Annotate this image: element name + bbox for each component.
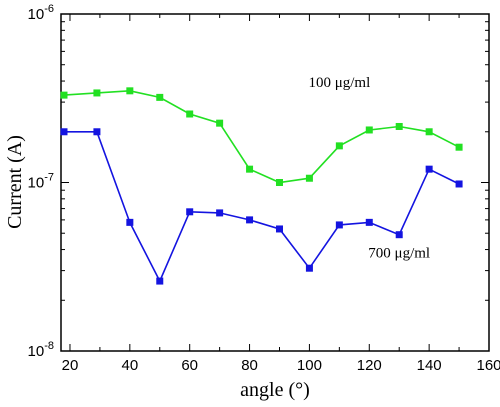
x-tick-label: 80	[241, 357, 258, 374]
data-point	[216, 119, 224, 127]
data-point	[93, 128, 101, 136]
data-point	[305, 264, 313, 272]
series-line	[64, 131, 460, 283]
series-label: 700 μg/ml	[368, 245, 430, 261]
data-point	[93, 89, 101, 97]
data-point	[335, 221, 343, 229]
y-axis-title: Current (A)	[4, 135, 26, 229]
data-point	[216, 209, 224, 217]
data-point	[156, 93, 164, 101]
x-tick-label: 100	[297, 357, 322, 374]
data-point	[275, 225, 283, 233]
x-tick-label: 60	[181, 357, 198, 374]
series-layer	[60, 87, 463, 285]
data-point	[246, 216, 254, 224]
data-point	[335, 142, 343, 150]
data-point	[126, 218, 134, 226]
series-line	[63, 89, 460, 184]
series-1	[60, 87, 463, 186]
x-tick-labels: 20 40 60 80 100 120 140 160	[62, 357, 500, 374]
x-tick-label: 20	[62, 357, 79, 374]
data-point	[186, 208, 194, 216]
x-tick-label: 40	[121, 357, 138, 374]
x-tick-label: 140	[417, 357, 442, 374]
series-label: 100 μg/ml	[308, 75, 370, 91]
data-point	[305, 174, 313, 182]
data-point	[455, 180, 463, 188]
data-point	[60, 91, 68, 99]
data-point	[425, 128, 433, 136]
series-2	[60, 128, 463, 285]
data-point	[126, 87, 134, 95]
x-tick-label: 120	[357, 357, 382, 374]
y-tick-labels: 10-8 10-7 10-6	[28, 3, 54, 360]
data-point	[186, 110, 194, 118]
x-tick-label: 160	[476, 357, 500, 374]
y-tick-label: 10-8	[28, 340, 54, 360]
data-point	[425, 165, 433, 173]
x-axis-title: angle (°)	[240, 379, 310, 401]
data-point	[60, 128, 68, 136]
y-tick-label: 10-7	[28, 172, 54, 192]
data-point	[395, 122, 403, 130]
axis-ticks	[61, 13, 490, 352]
data-point	[455, 143, 463, 151]
data-point	[275, 179, 283, 186]
data-point	[395, 231, 403, 239]
y-tick-label: 10-6	[28, 3, 54, 23]
series-labels: 100 μg/ml 700 μg/ml	[308, 75, 430, 262]
data-point	[246, 165, 254, 173]
data-point	[365, 218, 373, 226]
data-point	[156, 277, 164, 285]
plot-frame	[60, 13, 490, 352]
data-point	[365, 126, 373, 134]
